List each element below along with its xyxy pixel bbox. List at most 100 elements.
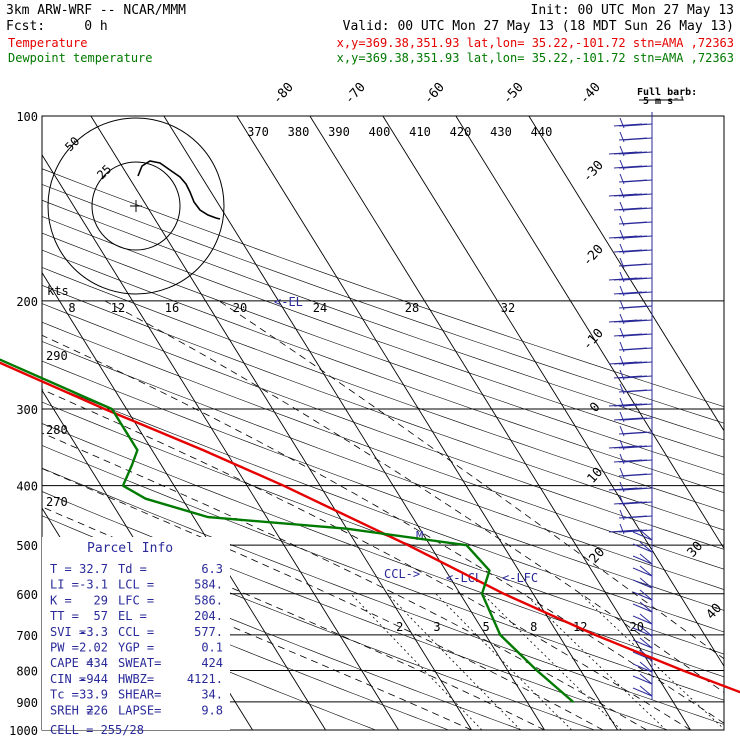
barb-flag: [613, 165, 643, 169]
parcel-row-label: T =: [50, 562, 72, 576]
temperature-legend-info: x,y=369.38,351.93 lat,lon= 35.22,-101.72…: [337, 36, 734, 50]
temperature-point: [282, 484, 285, 487]
pressure-tick-label: 700: [16, 629, 38, 643]
wind-barb: [632, 661, 653, 673]
wind-barb: [608, 523, 653, 535]
wind-barb: [632, 589, 653, 601]
wind-barb: [618, 383, 653, 395]
wind-barb: [632, 565, 653, 577]
dewpoint-legend-label: Dewpoint temperature: [8, 51, 153, 65]
pressure-tick-label: 300: [16, 403, 38, 417]
dewpoint-point: [465, 544, 468, 547]
pressure-tick-label: 200: [16, 295, 38, 309]
temperature-point: [202, 449, 205, 451]
dry-adiabat: [42, 232, 724, 476]
wind-barb: [613, 369, 653, 381]
mixing-ratio-label: 3: [433, 620, 440, 634]
wind-barb: [608, 439, 653, 451]
dewpoint-point: [345, 527, 348, 530]
mixing-ratio-label: 2: [396, 620, 403, 634]
barb-flag: [618, 515, 648, 519]
barb-flag: [632, 579, 653, 589]
barb-staff-tick: [619, 131, 625, 143]
barb-flag: [613, 459, 643, 463]
barb-flag: [613, 375, 643, 379]
pressure-tick-label: 800: [16, 664, 38, 678]
wind-barb: [632, 673, 653, 685]
temperature-point: [103, 408, 106, 410]
hodograph-scale-label: 12: [111, 301, 125, 315]
isotherm-label: -10: [580, 326, 607, 353]
barb-staff-tick: [619, 383, 625, 395]
mixing-ratio-line: [524, 593, 667, 730]
dewpoint-point: [0, 359, 3, 362]
dewpoint-point: [207, 516, 210, 518]
barb-flag: [613, 291, 643, 295]
dry-adiabat: [42, 303, 724, 550]
parcel-row-value: -944: [79, 672, 108, 686]
theta-label: 420: [450, 125, 472, 139]
barb-staff-tick: [619, 411, 625, 423]
hodograph-scale-label: 20: [233, 301, 247, 315]
isotherm-line: [90, 116, 472, 730]
isotherm-label: -50: [500, 80, 527, 107]
init-time: Init: 00 UTC Mon 27 May 13: [531, 3, 735, 18]
barb-staff-tick: [619, 341, 625, 353]
parcel-row-value: -3.1: [79, 578, 108, 592]
parcel-row-value: 29: [94, 593, 108, 607]
wind-barb: [608, 145, 653, 157]
theta-label: 380: [288, 125, 310, 139]
wind-barb: [632, 685, 653, 697]
barb-flag: [639, 613, 653, 625]
barb-flag: [639, 685, 653, 697]
parcel-row-value: 424: [201, 656, 223, 670]
barb-flag: [632, 663, 653, 673]
barb-flag: [632, 615, 653, 625]
barb-flag: [613, 249, 643, 253]
barb-flag: [618, 221, 648, 225]
parcel-row-label: YGP =: [118, 641, 154, 655]
wind-barb: [613, 117, 653, 129]
parcel-row-label: PW =: [50, 641, 79, 655]
wind-barb: [618, 173, 653, 185]
barb-key-unit: 5 m s⁻¹: [643, 96, 685, 107]
parcel-row-label: LI =: [50, 578, 79, 592]
barb-flag: [639, 625, 653, 637]
wind-barb: [618, 131, 653, 143]
wind-barb: [632, 577, 653, 589]
isotherm-line: [455, 116, 724, 550]
theta-label: 370: [247, 125, 269, 139]
barb-staff-tick: [619, 229, 625, 241]
theta-label: 430: [490, 125, 512, 139]
pressure-tick-label: 500: [16, 539, 38, 553]
barb-flag: [632, 651, 653, 661]
dewpoint-point: [572, 701, 574, 703]
isotherm-label: -80: [270, 80, 297, 107]
moist-adiabat: [104, 300, 724, 693]
barb-flag: [632, 627, 653, 637]
barb-flag: [618, 137, 648, 141]
mixing-ratio-label: 5: [483, 620, 490, 634]
isotherm-label: 40: [704, 601, 726, 623]
wind-barb: [618, 467, 653, 479]
hodograph-inner-ring: [91, 161, 181, 251]
barb-key-label: Full barb:: [637, 87, 697, 98]
parcel-row-value: 9.8: [201, 703, 223, 717]
wind-barb: [632, 613, 653, 625]
dry-adiabat: [42, 593, 376, 730]
hodograph-scale-label: 24: [313, 301, 327, 315]
wind-barb: [632, 541, 653, 553]
parcel-row-label: SWEAT=: [118, 656, 161, 670]
isotherm-label: 20: [587, 545, 609, 567]
parcel-row-value: 32.7: [79, 562, 108, 576]
dewpoint-legend-info: x,y=369.38,351.93 lat,lon= 35.22,-101.72…: [337, 51, 734, 65]
parcel-title: Parcel Info: [87, 541, 173, 556]
dewpoint-point: [481, 592, 483, 595]
dry-adiabat: [42, 216, 724, 458]
temperature-profile: [0, 361, 740, 694]
moist-adiabat: [42, 334, 724, 724]
dewpoint-point: [488, 569, 491, 572]
parcel-row-label: HWBZ=: [118, 672, 154, 686]
barb-flag: [618, 263, 648, 267]
valid-time: Valid: 00 UTC Mon 27 May 13 (18 MDT Sun …: [343, 19, 734, 34]
